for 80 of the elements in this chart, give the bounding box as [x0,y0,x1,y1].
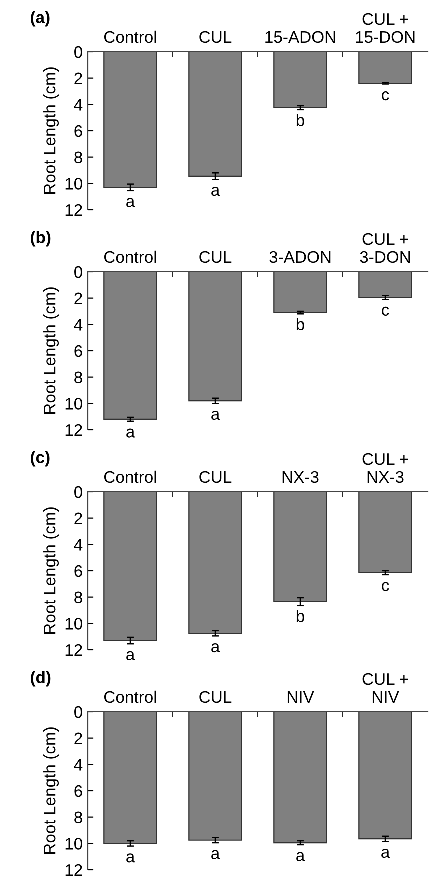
x-tick-label: NIV [288,692,314,703]
y-tick-label: 4 [74,759,83,771]
y-tick-label: 12 [66,424,82,436]
x-tick-label: Control [104,690,156,704]
y-tick-label: 12 [66,204,82,216]
annotation: a [126,198,136,208]
annotation: a [296,852,306,862]
bar [358,52,412,84]
bar [104,272,158,420]
annotation: a [212,186,220,196]
y-tick-label: 4 [74,319,83,331]
bar [358,272,412,298]
y-tick-label: 8 [74,152,82,164]
y-tick-label: 10 [66,178,82,190]
x-tick-label: Control [104,30,156,44]
bar [358,492,412,574]
chart-title: (a) [31,11,50,27]
y-tick-label: 10 [66,618,82,630]
y-tick-label: 8 [74,812,82,824]
y-tick-label: 10 [66,398,82,410]
y-tick-label: 2 [74,292,82,304]
annotation: c [382,582,390,592]
y-tick-label: 6 [74,565,82,578]
annotation: a [212,410,220,420]
bar [188,272,242,402]
annotation: a [126,428,136,438]
y-axis-title: Root Length (cm) [44,728,60,854]
y-tick-label: 12 [66,644,82,656]
chart-title: (c) [31,451,50,467]
y-tick-label: 10 [66,838,82,850]
bar [104,52,158,188]
y-tick-label: 2 [74,512,82,524]
x-tick-label: Control [104,470,156,484]
y-axis-title: Root Length (cm) [44,68,60,194]
bar [188,52,242,177]
y-tick-label: 2 [74,72,82,84]
y-tick-label: 0 [74,706,82,718]
x-tick-label: 3-ADON [270,251,331,264]
x-tick-label: CUL + NX-3 [362,453,408,484]
x-tick-label: CUL [200,691,232,704]
x-tick-label: CUL + 15-DON [356,13,415,44]
annotation: a [212,850,220,860]
annotation: b [296,114,304,126]
chart-title: (b) [31,231,51,247]
bar [274,52,328,109]
x-tick-label: NX-3 [282,471,319,484]
x-tick-label: Control [104,250,156,264]
y-tick-label: 6 [74,785,82,798]
annotation: a [126,651,136,660]
x-tick-label: 15-ADON [266,31,336,44]
annotation: a [382,848,390,858]
y-tick-label: 2 [74,732,82,744]
y-axis-title: Root Length (cm) [44,288,60,414]
x-tick-label: CUL + 3-DON [360,233,410,264]
y-tick-label: 4 [74,539,83,551]
annotation: c [382,306,390,316]
bar [188,492,242,634]
chart-title: (d) [31,671,51,687]
x-tick-label: CUL [200,251,232,264]
annotation: b [296,318,304,331]
annotation: b [296,610,304,622]
y-axis-title: Root Length (cm) [44,508,60,634]
x-tick-label: CUL [200,31,232,44]
y-tick-label: 8 [74,592,82,604]
y-tick-label: 0 [74,486,82,498]
y-tick-label: 4 [74,99,83,111]
y-tick-label: 6 [74,345,82,358]
annotation: a [126,854,136,863]
bar [274,272,328,314]
y-tick-label: 6 [74,125,82,138]
bar [274,492,328,602]
x-tick-label: CUL + NIV [362,673,408,703]
x-tick-label: CUL [200,471,232,484]
y-tick-label: 8 [74,372,82,384]
y-tick-label: 0 [74,266,82,278]
bar [104,492,158,642]
annotation: c [382,92,390,101]
y-tick-label: 0 [74,46,82,58]
annotation: a [212,643,220,653]
y-tick-label: 12 [66,864,82,876]
